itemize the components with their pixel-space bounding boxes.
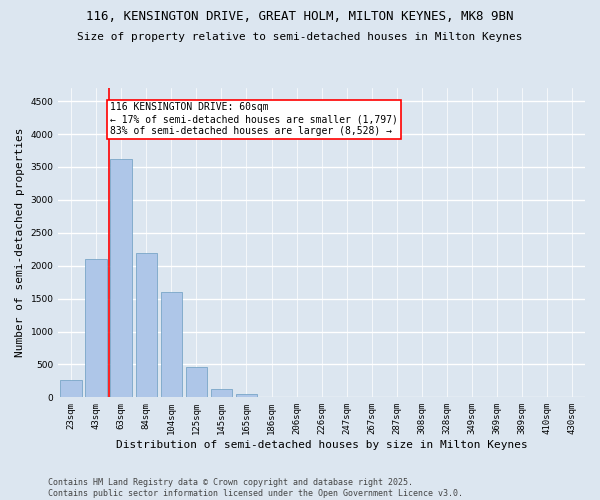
Bar [136,252,157,398]
Bar [185,367,207,398]
Text: 116, KENSINGTON DRIVE, GREAT HOLM, MILTON KEYNES, MK8 9BN: 116, KENSINGTON DRIVE, GREAT HOLM, MILTO… [86,10,514,23]
Bar [236,394,257,398]
Text: Size of property relative to semi-detached houses in Milton Keynes: Size of property relative to semi-detach… [77,32,523,42]
Bar [85,259,107,398]
Bar [161,292,182,398]
Bar [110,159,132,398]
X-axis label: Distribution of semi-detached houses by size in Milton Keynes: Distribution of semi-detached houses by … [116,440,527,450]
Bar [60,380,82,398]
Y-axis label: Number of semi-detached properties: Number of semi-detached properties [15,128,25,358]
Text: Contains HM Land Registry data © Crown copyright and database right 2025.
Contai: Contains HM Land Registry data © Crown c… [48,478,463,498]
Text: 116 KENSINGTON DRIVE: 60sqm
← 17% of semi-detached houses are smaller (1,797)
83: 116 KENSINGTON DRIVE: 60sqm ← 17% of sem… [110,102,398,136]
Bar [211,389,232,398]
Bar [261,396,282,398]
